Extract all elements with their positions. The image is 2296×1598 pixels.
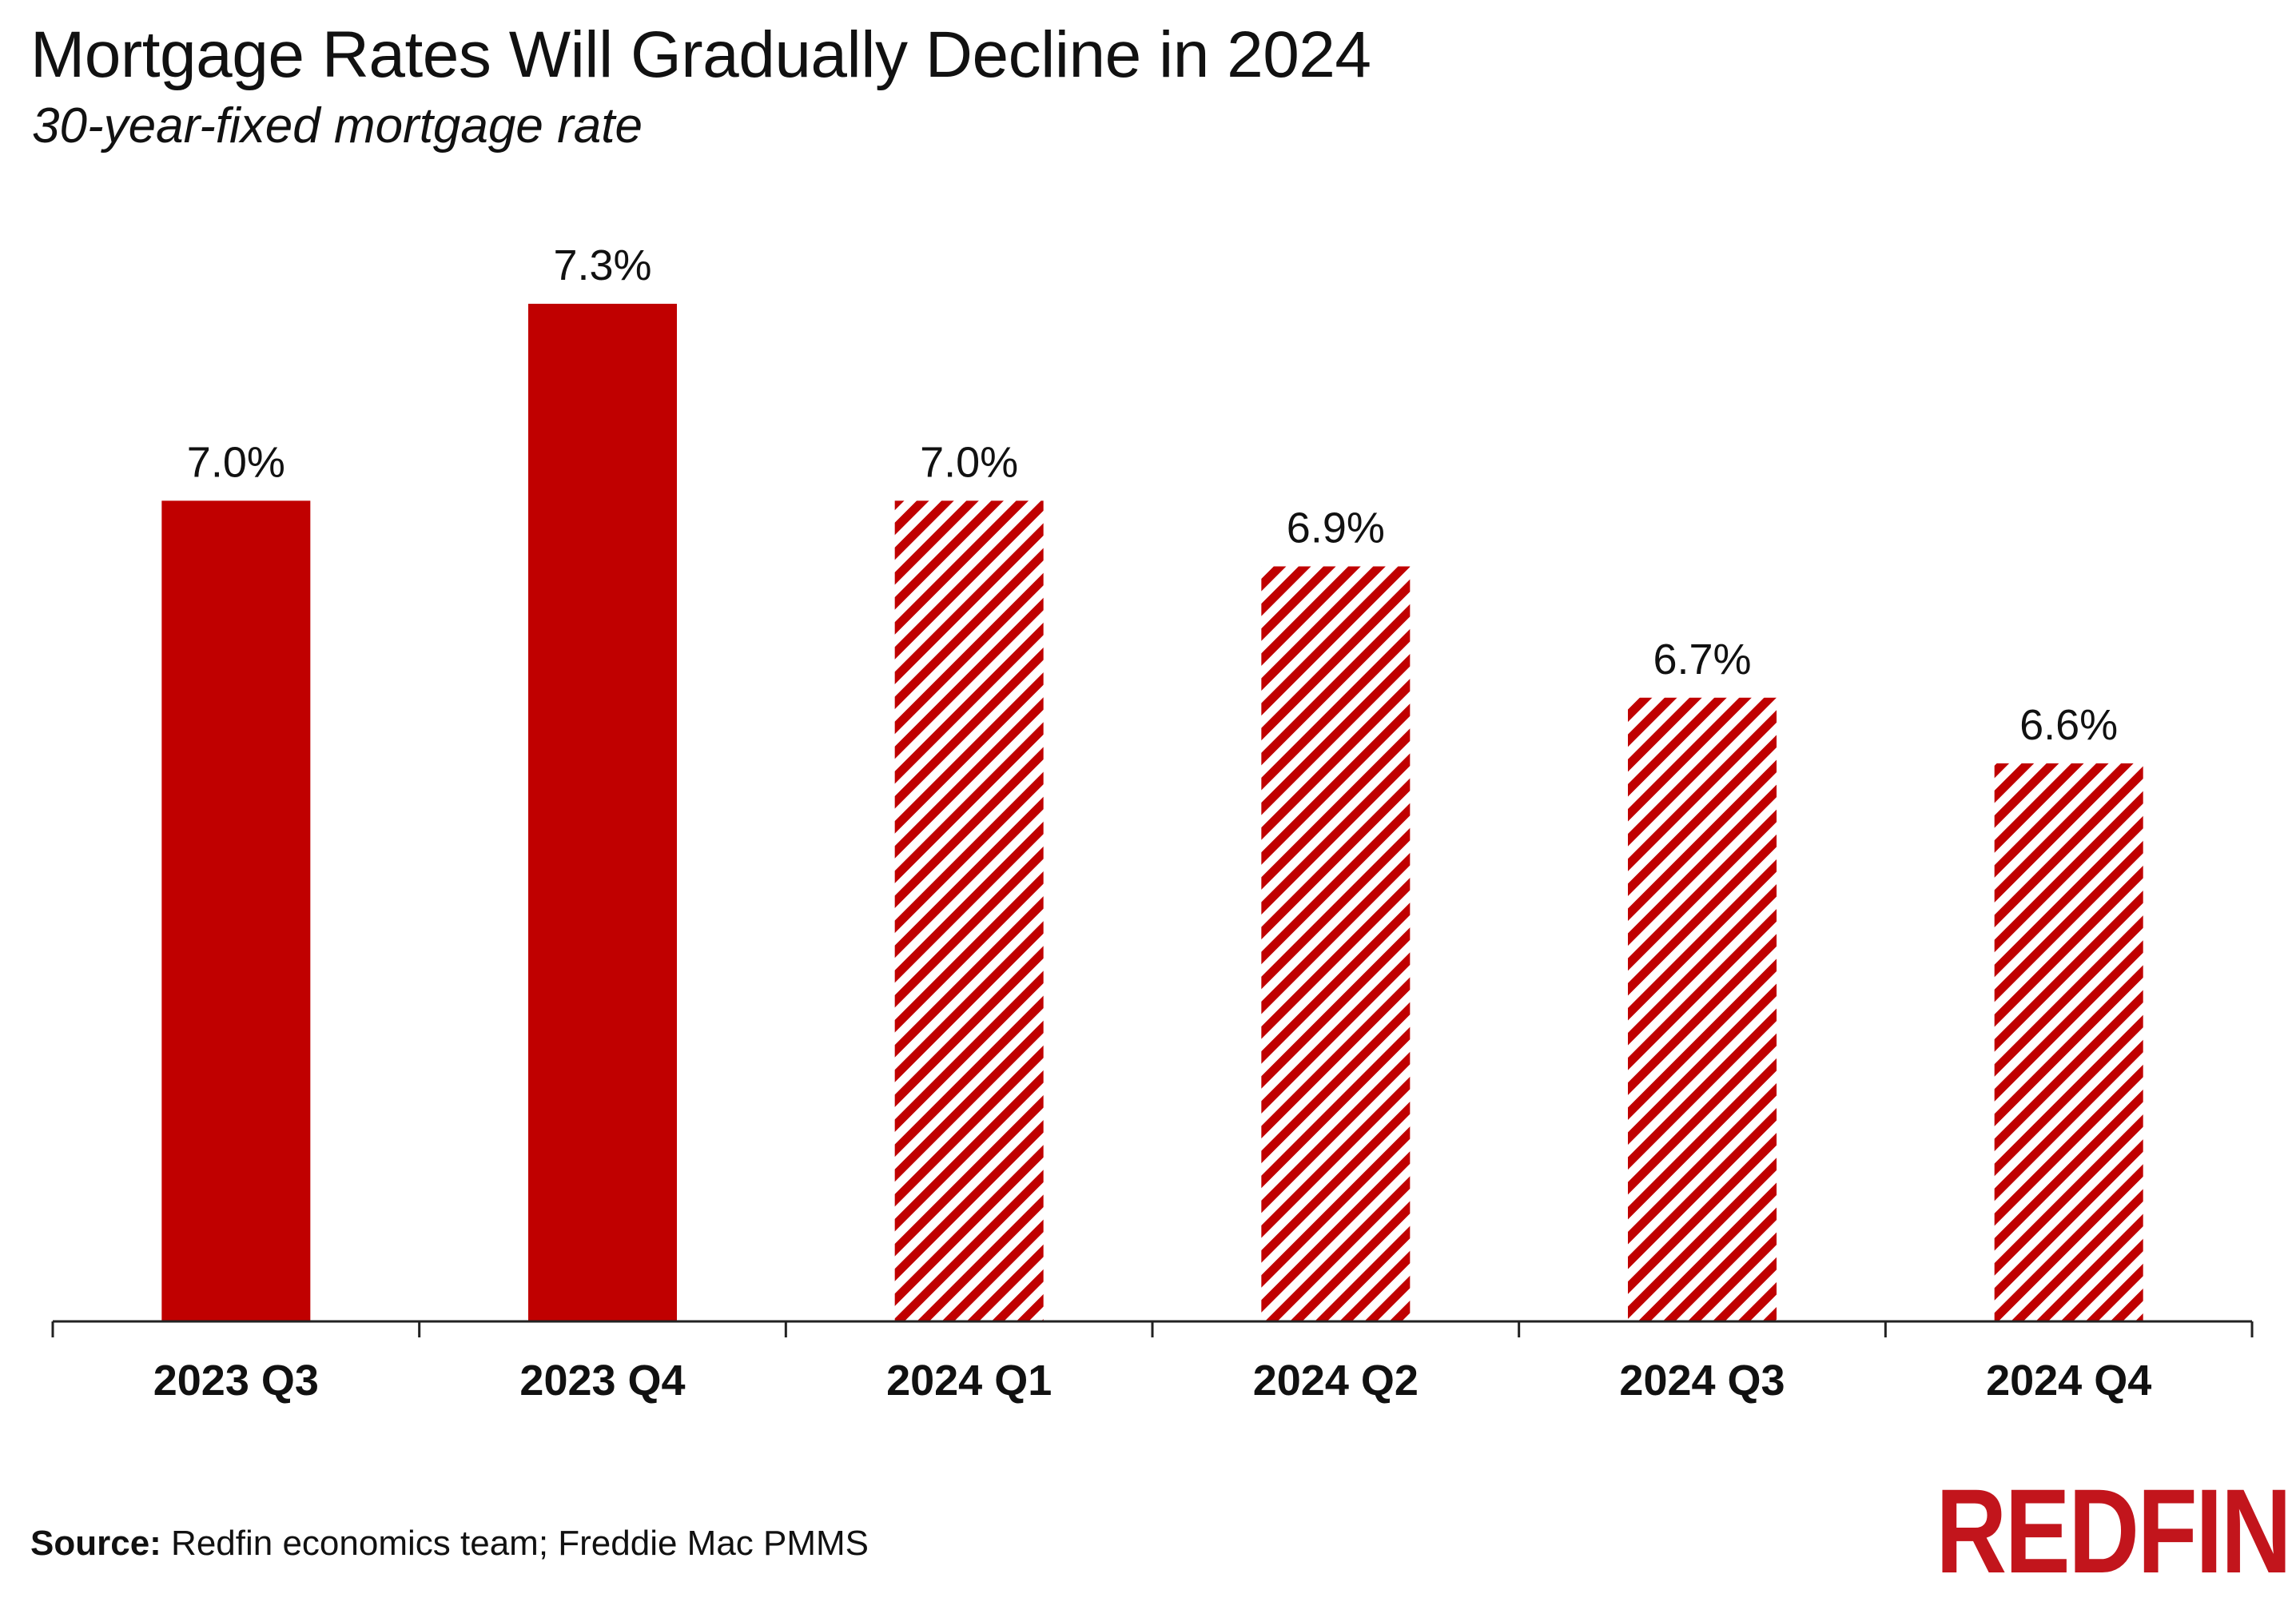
chart-subtitle: 30-year-fixed mortgage rate <box>32 98 643 153</box>
bars-group <box>161 304 2143 1321</box>
bar-value-label: 6.7% <box>1653 636 1751 683</box>
bar-value-label: 6.9% <box>1287 504 1385 552</box>
x-tick-label: 2024 Q1 <box>886 1357 1052 1405</box>
source-note: Source: Redfin economics team; Freddie M… <box>30 1524 869 1564</box>
x-tick-label: 2024 Q2 <box>1253 1357 1419 1405</box>
bar-2024-q4 <box>1994 763 2143 1321</box>
bar-2024-q1 <box>894 500 1044 1321</box>
bar-value-label: 7.3% <box>553 241 651 289</box>
bar-value-label: 6.6% <box>2019 701 2118 749</box>
bar-value-label: 7.0% <box>187 438 285 486</box>
chart-title: Mortgage Rates Will Gradually Decline in… <box>30 18 1371 91</box>
bar-value-label: 7.0% <box>920 438 1018 486</box>
source-text: Redfin economics team; Freddie Mac PMMS <box>161 1524 869 1563</box>
source-label: Source: <box>30 1524 161 1563</box>
value-labels-group: 7.0% 7.3% 7.0% 6.9% 6.7% 6.6% <box>187 241 2118 749</box>
bar-chart: 7.0%7.3%7.0%6.9%6.7%6.6% 2023 Q3 2023 Q4 2… <box>51 241 2254 1405</box>
x-tick-label: 2023 Q4 <box>519 1357 685 1405</box>
bar-2024-q3 <box>1628 697 1777 1321</box>
x-axis-tick-labels: 2023 Q3 2023 Q4 2024 Q1 2024 Q2 2024 Q3 2024 … <box>153 1357 2152 1405</box>
redfin-logo: REDFIN <box>1935 1464 2292 1598</box>
x-axis-ticks <box>51 1321 2254 1337</box>
x-tick-label: 2023 Q3 <box>153 1357 319 1405</box>
bar-2023-q3 <box>161 500 311 1321</box>
x-tick-label: 2024 Q4 <box>1986 1357 2151 1405</box>
bar-2023-q4 <box>528 304 677 1321</box>
bar-2024-q2 <box>1261 566 1411 1321</box>
x-tick-label: 2024 Q3 <box>1619 1357 1785 1405</box>
